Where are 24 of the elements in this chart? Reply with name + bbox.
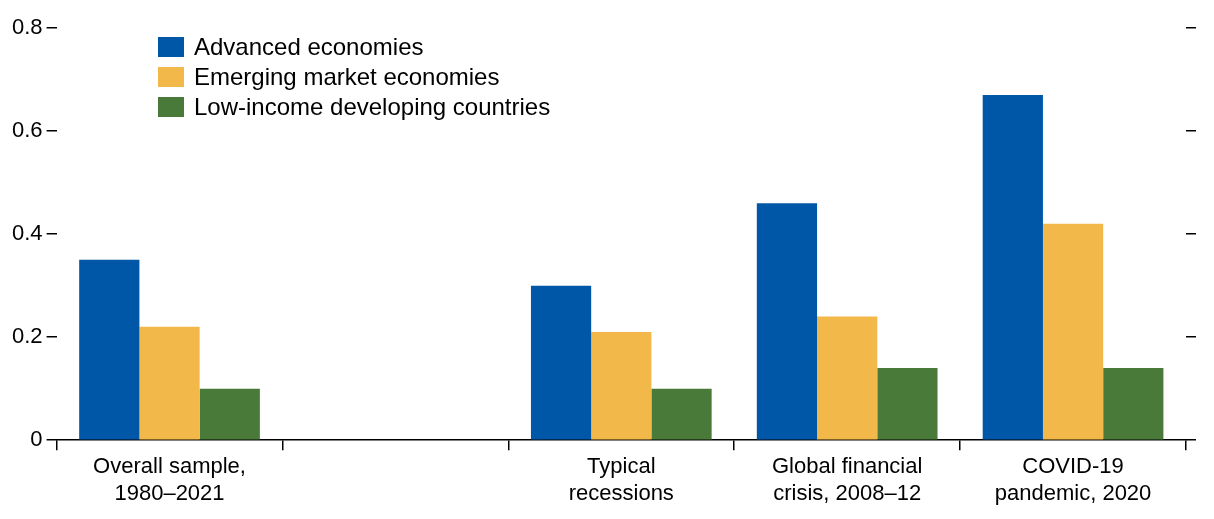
y-tick-label: 0 bbox=[30, 426, 43, 452]
legend-label: Low-income developing countries bbox=[194, 92, 551, 122]
bar bbox=[651, 388, 712, 440]
bar bbox=[982, 94, 1043, 440]
bar bbox=[1103, 368, 1164, 440]
bar bbox=[199, 388, 260, 440]
bar bbox=[530, 285, 592, 440]
y-tick-label: 0.8 bbox=[11, 14, 43, 40]
x-tick-label: Global financial crisis, 2008–12 bbox=[771, 453, 923, 505]
legend-label: Emerging market economies bbox=[194, 62, 500, 92]
y-tick-label: 0.2 bbox=[11, 323, 43, 349]
x-tick-label: COVID-19 pandemic, 2020 bbox=[994, 453, 1152, 505]
bar bbox=[817, 316, 878, 440]
bar bbox=[139, 326, 200, 440]
bar bbox=[79, 259, 140, 440]
bar bbox=[877, 368, 938, 440]
bar bbox=[1042, 223, 1104, 440]
x-tick-label: Overall sample, 1980–2021 bbox=[93, 453, 246, 505]
legend-label: Advanced economies bbox=[194, 32, 424, 62]
bar bbox=[756, 203, 818, 440]
y-tick-label: 0.4 bbox=[11, 220, 43, 246]
y-tick-label: 0.6 bbox=[11, 117, 43, 143]
bar bbox=[591, 332, 652, 440]
x-tick-label: Typical recessions bbox=[568, 453, 674, 505]
